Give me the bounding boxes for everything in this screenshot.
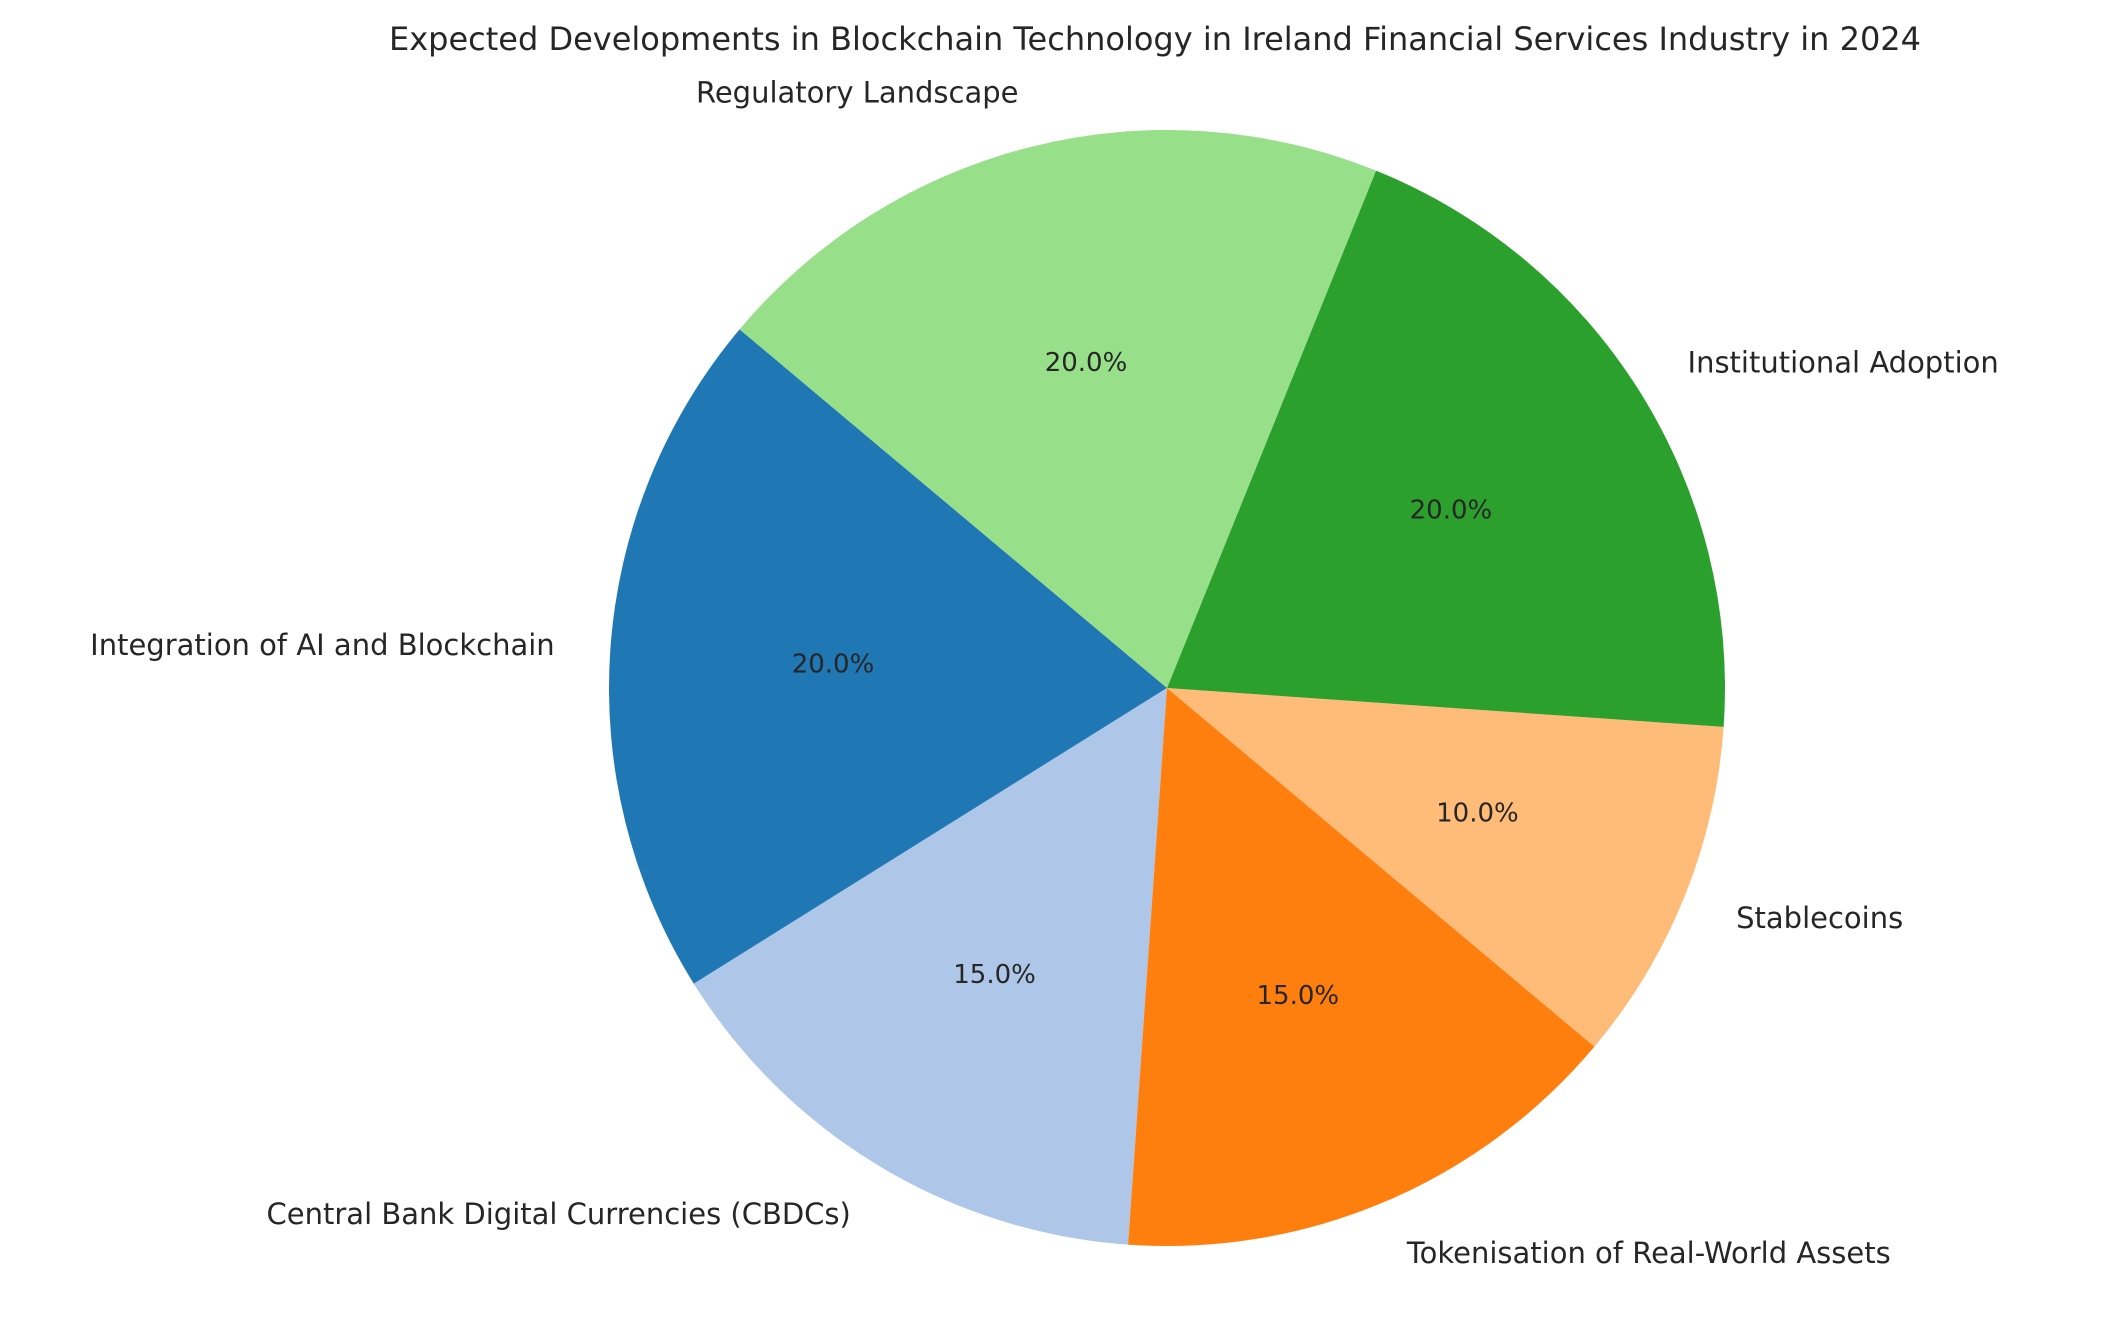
pct-label-tokenisation-of-real-world-assets: 15.0%: [1257, 981, 1340, 1011]
pie-slice-institutional-adoption: [1167, 170, 1725, 727]
pie-slice-stablecoins: [1167, 688, 1724, 1047]
chart-title: Expected Developments in Blockchain Tech…: [389, 20, 1921, 58]
pct-label-central-bank-digital-currencies-cbdcs: 15.0%: [953, 960, 1036, 990]
pct-label-institutional-adoption: 20.0%: [1410, 496, 1493, 526]
category-label-stablecoins: Stablecoins: [1736, 901, 1903, 935]
pct-label-regulatory-landscape: 20.0%: [1045, 348, 1128, 378]
percentage-labels: 20.0% 15.0% 15.0% 10.0% 20.0% 20.0%: [792, 348, 1519, 1011]
pct-label-integration-of-ai-and-blockchain: 20.0%: [792, 650, 875, 680]
category-label-integration-of-ai-and-blockchain: Integration of AI and Blockchain: [90, 628, 555, 662]
pie-slice-central-bank-digital-currencies-cbdcs: [693, 688, 1167, 1245]
pie-slice-regulatory-landscape: [739, 129, 1377, 688]
pie-slices: [609, 129, 1725, 1246]
pie-slice-integration-of-ai-and-blockchain: [609, 329, 1167, 984]
category-label-tokenisation-of-real-world-assets: Tokenisation of Real-World Assets: [1406, 1236, 1891, 1270]
category-label-institutional-adoption: Institutional Adoption: [1688, 346, 1999, 380]
category-label-regulatory-landscape: Regulatory Landscape: [696, 75, 1019, 109]
pie-slice-tokenisation-of-real-world-assets: [1128, 688, 1595, 1246]
category-labels: Integration of AI and Blockchain Central …: [90, 75, 1999, 1270]
category-label-central-bank-digital-currencies-cbdcs: Central Bank Digital Currencies (CBDCs): [267, 1197, 851, 1231]
pct-label-stablecoins: 10.0%: [1436, 798, 1519, 828]
